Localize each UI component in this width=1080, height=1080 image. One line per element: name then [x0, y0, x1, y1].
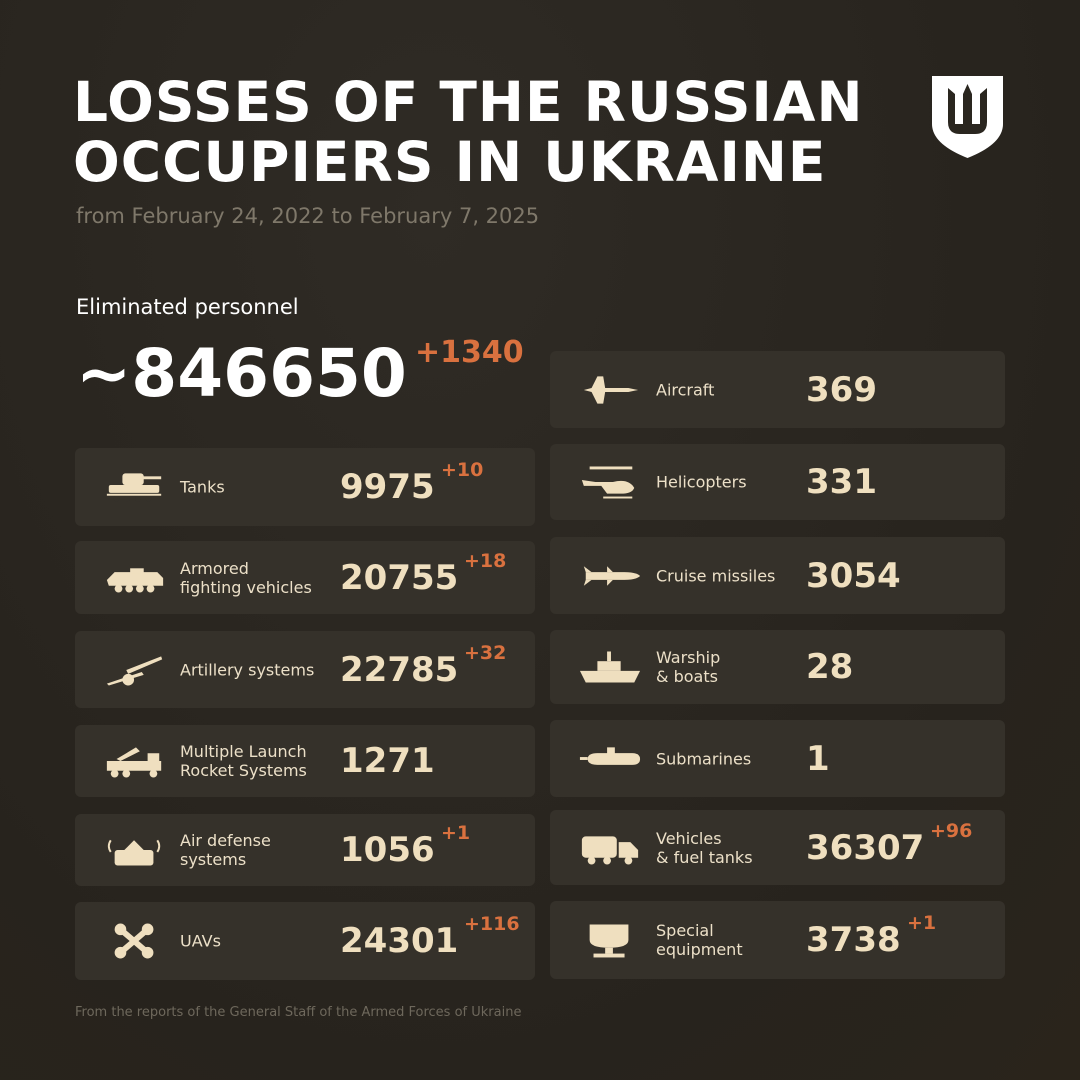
- stat-value: 1056: [340, 830, 435, 870]
- stat-card-drone: UAVs 24301 +116: [75, 902, 535, 980]
- stat-value: 36307: [806, 827, 925, 868]
- stat-label: Cruise missiles: [656, 566, 776, 585]
- stat-label: Helicopters: [656, 472, 747, 492]
- stat-card-mlrs: Multiple Launch Rocket Systems 1271: [75, 725, 535, 797]
- stat-value: 3054: [806, 555, 901, 596]
- stat-value: 24301: [340, 921, 459, 961]
- armored-vehicle-icon: [106, 567, 164, 593]
- stat-label: Warship & boats: [656, 648, 721, 686]
- helicopter-icon: [581, 466, 635, 499]
- stat-label: Tanks: [180, 477, 225, 497]
- warship-icon: [579, 651, 641, 683]
- stat-label: Air defense systems: [180, 831, 271, 869]
- source-footnote: From the reports of the General Staff of…: [75, 1005, 522, 1020]
- date-range: from February 24, 2022 to February 7, 20…: [76, 204, 540, 228]
- stat-card-warship: Warship & boats 28: [550, 630, 1005, 704]
- stat-card-special-equipment: Special equipment 3738 +1: [550, 901, 1005, 979]
- stat-label: Special equipment: [656, 921, 743, 959]
- stat-delta: +18: [464, 549, 507, 572]
- stat-card-submarine: Submarines 1: [550, 720, 1005, 797]
- drone-icon: [114, 923, 154, 959]
- truck-icon: [581, 835, 639, 864]
- stat-label: Armored fighting vehicles: [180, 558, 312, 597]
- stat-label: Submarines: [656, 749, 752, 768]
- submarine-icon: [579, 746, 641, 765]
- stat-value: 28: [806, 647, 854, 687]
- stat-card-cruise-missile: Cruise missiles 3054: [550, 537, 1005, 614]
- stat-card-armored-vehicle: Armored fighting vehicles 20755 +18: [75, 541, 535, 614]
- stat-card-truck: Vehicles & fuel tanks 36307 +96: [550, 810, 1005, 885]
- stat-card-air-defense: Air defense systems 1056 +1: [75, 814, 535, 886]
- stat-value: 331: [806, 462, 877, 502]
- stat-delta: +10: [441, 459, 484, 481]
- stat-label: UAVs: [180, 931, 221, 951]
- page-title: LOSSES OF THE RUSSIAN OCCUPIERS IN UKRAI…: [73, 70, 864, 194]
- stat-value: 369: [806, 369, 877, 410]
- air-defense-icon: [107, 839, 161, 866]
- stat-card-tank: Tanks 9975 +10: [75, 448, 535, 526]
- stat-card-aircraft: Aircraft 369: [550, 351, 1005, 428]
- stat-value: 9975: [340, 467, 435, 507]
- stat-delta: +96: [930, 819, 973, 842]
- artillery-icon: [106, 655, 163, 686]
- stat-value: 20755: [340, 557, 459, 598]
- cruise-missile-icon: [583, 565, 641, 586]
- special-equipment-icon: [589, 924, 629, 958]
- tank-icon: [106, 473, 162, 502]
- trident-emblem-icon: [932, 76, 1003, 158]
- stat-label: Multiple Launch Rocket Systems: [180, 742, 307, 780]
- stat-label: Aircraft: [656, 380, 715, 399]
- stat-value: 1: [806, 738, 830, 779]
- stat-delta: +1: [441, 822, 471, 844]
- stat-card-helicopter: Helicopters 331: [550, 444, 1005, 520]
- stat-value: 22785: [340, 649, 459, 690]
- stat-value: 1271: [340, 741, 435, 781]
- stat-card-artillery: Artillery systems 22785 +32: [75, 631, 535, 708]
- personnel-delta: +1340: [415, 335, 524, 370]
- mlrs-icon: [106, 747, 162, 778]
- stat-value: 3738: [806, 920, 901, 960]
- stat-label: Artillery systems: [180, 660, 315, 679]
- stat-delta: +1: [907, 912, 937, 934]
- stat-label: Vehicles & fuel tanks: [656, 828, 753, 867]
- personnel-value: ~846650: [76, 335, 407, 412]
- stat-delta: +116: [464, 913, 520, 935]
- personnel-label: Eliminated personnel: [76, 295, 299, 319]
- aircraft-icon: [583, 375, 639, 404]
- stat-delta: +32: [464, 641, 507, 664]
